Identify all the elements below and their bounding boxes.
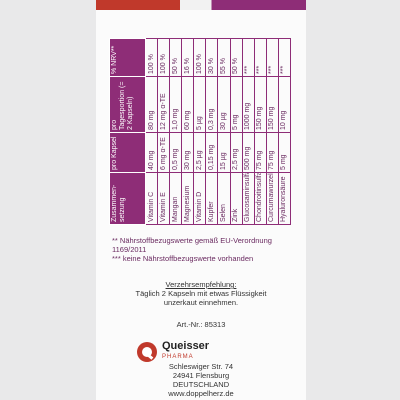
table-cell: 16 % [181,38,194,77]
table-cell: 5 mg [230,76,243,133]
table-cell: Selen [217,172,231,225]
table-cell: 100 % [193,38,206,77]
table-rotated: Zusammen-setzung pro Kapsel pro Tagesporti… [109,38,291,225]
address-line: www.doppelherz.de [168,389,234,398]
table-cell: *** [278,38,291,77]
table-cell: Kupfer [205,172,218,225]
table-cell: 50 % [230,38,243,77]
address: Schleswiger Str. 74 24941 Flensburg DEUT… [96,362,306,398]
table-cell: 5 mg [278,132,291,173]
table-cell: 30 % [205,38,218,77]
table-cell: Zink [230,172,243,225]
table-cell: 12 mg α-TE [157,76,170,133]
table-cell: Magnesium [181,172,194,225]
header-cell: Zusammen-setzung [109,172,146,225]
article-number: Art.-Nr.: 85313 [176,320,226,329]
table-cell: Vitamin E [157,172,170,225]
table-cell: Glucosaminsulfat [242,172,255,225]
table-cell: 50 % [169,38,182,77]
table-row: Mangan 0,5 mg 1,0 mg 50 % [169,38,182,225]
header-cell: pro Tagesportion (= 2 Kapseln) [109,76,146,133]
table-row: Hyaluronsäure 5 mg 10 mg *** [278,38,291,225]
table-cell: 0,5 mg [169,132,182,173]
table-cell: 0,3 mg [205,76,218,133]
nutrition-table: Zusammen-setzung pro Kapsel pro Tagesporti… [109,38,291,225]
table-cell: 10 mg [278,76,291,133]
table-row: Chondroitinsulfat 75 mg 150 mg *** [254,38,267,225]
table-cell: 100 % [157,38,170,77]
address-line: DEUTSCHLAND [172,380,230,389]
header-cell: pro Kapsel [109,132,146,173]
recommendation: Verzehrsempfehlung: Täglich 2 Kapseln mi… [96,280,306,307]
table-cell: 60 mg [181,76,194,133]
table-cell: 1,0 mg [169,76,182,133]
header-cell: % NRV** [109,38,146,77]
table-cell: 0,15 mg [205,132,218,173]
table-row: Vitamin D 2,5 µg 5 µg 100 % [193,38,206,225]
table-row: Curcumawurzelextrakt 75 mg 150 mg *** [266,38,279,225]
footnotes: ** Nährstoffbezugswerte gemäß EU-Verordn… [112,236,302,263]
table-cell: 80 mg [145,76,158,133]
header-row: Zusammen-setzung pro Kapsel pro Tagesporti… [109,38,146,225]
table-cell: *** [254,38,267,77]
top-band [96,0,306,10]
table-cell: Mangan [169,172,182,225]
table-cell: 30 µg [217,76,231,133]
table-cell: 15 µg [217,132,231,173]
table-cell: 2,5 µg [193,132,206,173]
table-cell: 75 mg [266,132,279,173]
table-row: Selen 15 µg 30 µg 55 % [217,38,231,225]
table-cell: *** [266,38,279,77]
table-cell: 500 mg [242,132,255,173]
table-cell: 40 mg [145,132,158,173]
table-cell: 30 mg [181,132,194,173]
table-cell: Vitamin C [145,172,158,225]
table-cell: 1000 mg [242,76,255,133]
table-row: Magnesium 30 mg 60 mg 16 % [181,38,194,225]
table-row: Vitamin C 40 mg 80 mg 100 % [145,38,158,225]
footnote: ** Nährstoffbezugswerte gemäß EU-Verordn… [112,236,272,254]
table-cell: 75 mg [254,132,267,173]
table-cell: Hyaluronsäure [278,172,291,225]
company-subtitle: PHARMA [162,354,194,360]
table-cell: Chondroitinsulfat [254,172,267,225]
table-cell: 150 mg [266,76,279,133]
recommendation-title: Verzehrsempfehlung: [165,280,237,289]
company-name: Queisser [162,340,210,352]
table-cell: 6 mg α-TE [157,132,170,173]
table-cell: *** [242,38,255,77]
table-cell: 2,5 mg [230,132,243,173]
recommendation-text: Täglich 2 Kapseln mit etwas Flüssigkeit … [135,289,267,307]
table-cell: Curcumawurzelextrakt [266,172,279,225]
address-line: Schleswiger Str. 74 [168,362,234,371]
table-row: Glucosaminsulfat 500 mg 1000 mg *** [242,38,255,225]
table-row: Zink 2,5 mg 5 mg 50 % [230,38,243,225]
footnote: *** keine Nährstoffbezugswerte vorhanden [112,254,254,263]
address-line: 24941 Flensburg [172,371,230,380]
company-logo [137,342,157,362]
table-row: Kupfer 0,15 mg 0,3 mg 30 % [205,38,218,225]
table-cell: 5 µg [193,76,206,133]
table-cell: 150 mg [254,76,267,133]
table-cell: Vitamin D [193,172,206,225]
table-cell: 55 % [217,38,231,77]
table-cell: 100 % [145,38,158,77]
